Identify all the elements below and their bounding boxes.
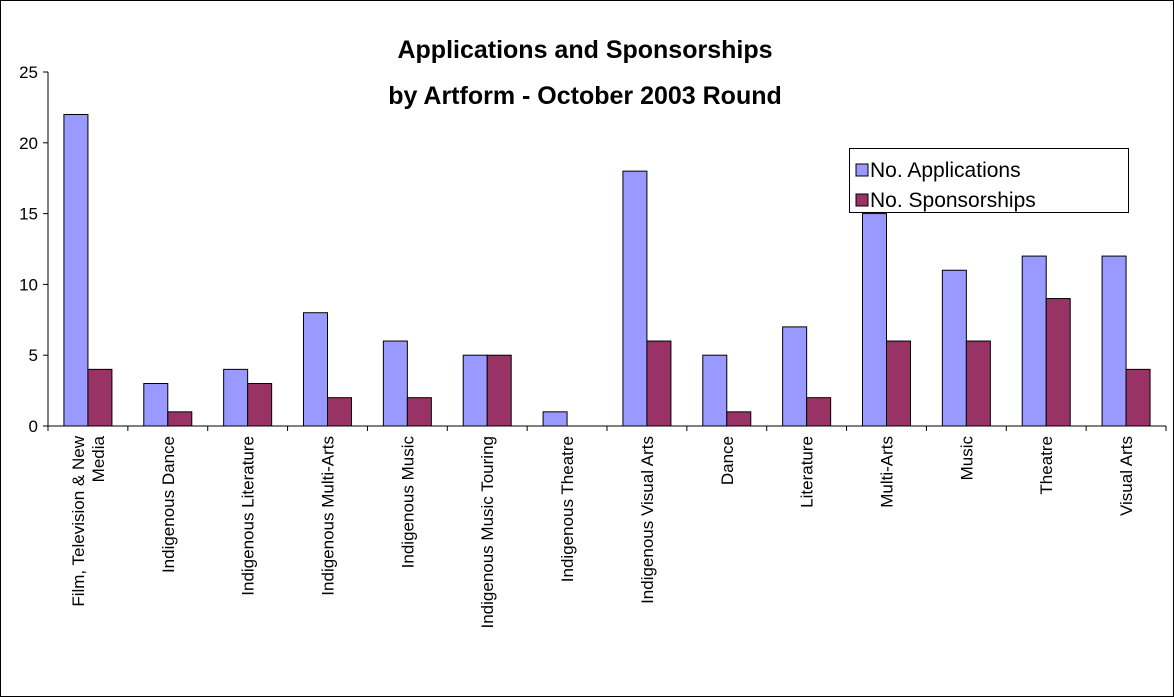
bar (167, 411, 193, 427)
y-tick-label: 20 (19, 134, 38, 153)
bar (1045, 298, 1071, 427)
bar (406, 397, 432, 427)
y-tick-label: 15 (19, 205, 38, 224)
x-tick-label: Dance (718, 436, 737, 485)
bar (886, 340, 911, 427)
bar (1125, 368, 1151, 427)
bar (702, 354, 728, 427)
legend-label: No. Sponsorships (870, 189, 1036, 212)
bar (941, 269, 967, 427)
x-tick-label: Indigenous Literature (239, 436, 258, 596)
bar (63, 113, 89, 427)
x-tick-label: Music (957, 436, 976, 481)
bar (486, 354, 512, 427)
x-tick-label: Indigenous Music Touring (478, 436, 497, 628)
x-tick-label: Indigenous Multi-Arts (319, 436, 338, 596)
bar (327, 397, 352, 427)
bar (862, 213, 887, 427)
bar (303, 312, 328, 427)
chart-title: Applications and Sponsorships (397, 36, 772, 64)
x-tick-label: Film, Television & NewMedia (69, 435, 108, 606)
bar (806, 397, 832, 427)
x-tick-label: Literature (798, 436, 817, 508)
x-tick-label: Visual Arts (1117, 436, 1136, 516)
bar (542, 411, 568, 427)
bar (462, 354, 488, 427)
bar (646, 340, 672, 427)
bar (726, 411, 752, 427)
bar (143, 383, 169, 427)
bar (622, 170, 648, 427)
x-tick-label: Theatre (1037, 436, 1056, 495)
bar (382, 340, 408, 427)
y-tick-label: 25 (19, 63, 38, 82)
x-tick-label: Indigenous Theatre (558, 436, 577, 582)
y-tick-label: 0 (29, 417, 38, 436)
x-tick-label: Indigenous Dance (159, 436, 178, 573)
x-tick-label: Indigenous Music (398, 436, 417, 569)
bar (782, 326, 808, 427)
bar (965, 340, 991, 427)
legend-swatch (855, 163, 869, 177)
y-tick-label: 5 (29, 346, 38, 365)
legend-swatch (855, 193, 869, 207)
bar (1101, 255, 1127, 427)
legend-box (849, 148, 1129, 213)
bar (247, 383, 273, 427)
x-tick-label: Multi-Arts (878, 436, 897, 508)
y-tick-label: 10 (19, 275, 38, 294)
legend-label: No. Applications (870, 159, 1021, 182)
x-tick-label: Indigenous Visual Arts (638, 436, 657, 604)
chart-title: by Artform - October 2003 Round (388, 82, 782, 110)
bar (87, 368, 113, 427)
bar (223, 368, 249, 427)
bar (1021, 255, 1047, 427)
